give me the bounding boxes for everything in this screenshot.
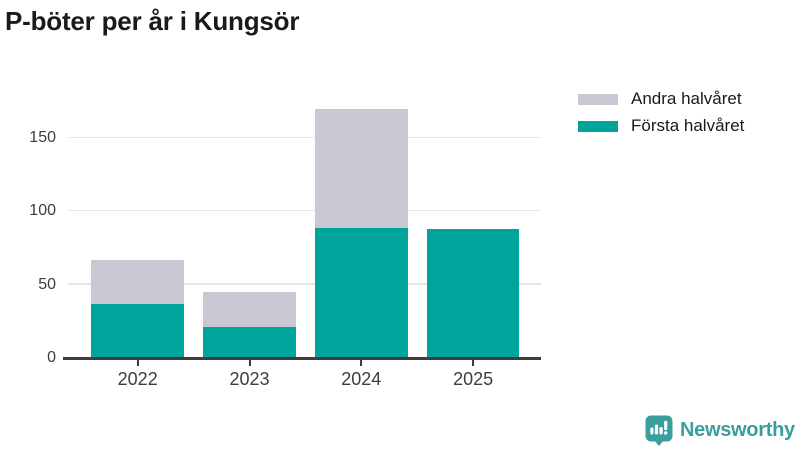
legend: Andra halvåret Första halvåret (578, 88, 744, 142)
newsworthy-logo[interactable]: Newsworthy (645, 414, 795, 446)
legend-label-andra-halvaret: Andra halvåret (631, 89, 742, 108)
newsworthy-wordmark: Newsworthy (680, 419, 795, 441)
bar-2023-f-rsta-halv-ret (203, 327, 296, 358)
bar-2025-f-rsta-halv-ret (426, 229, 520, 358)
y-axis-labels: 0 50 100 150 (0, 100, 56, 366)
x-tick-label-2022: 2022 (117, 369, 158, 389)
bar-2023-andra-halv-ret (203, 292, 296, 328)
legend-item-andra-halvaret: Andra halvåret (578, 88, 744, 110)
x-tick-2024 (360, 360, 363, 366)
legend-swatch-forsta-halvaret (578, 120, 618, 132)
bar-2024-f-rsta-halv-ret (315, 227, 408, 358)
legend-label-forsta-halvaret: Första halvåret (631, 116, 745, 135)
bar-2024-andra-halv-ret (315, 108, 408, 228)
x-axis-labels: 2022 2023 2024 2025 (63, 360, 541, 400)
legend-item-forsta-halvaret: Första halvåret (578, 115, 744, 137)
x-axis-line (63, 357, 541, 360)
gridline-50 (68, 283, 541, 285)
y-tick-label-150: 150 (29, 129, 56, 147)
gridline-150 (68, 136, 541, 139)
bar-2022-andra-halv-ret (91, 259, 184, 304)
x-tick-2025 (472, 360, 475, 366)
x-tick-label-2025: 2025 (453, 369, 494, 389)
y-tick-label-100: 100 (29, 202, 56, 220)
gridline-100 (68, 209, 541, 212)
x-tick-label-2024: 2024 (341, 369, 382, 389)
y-tick-label-0: 0 (47, 349, 56, 366)
bar-2022-f-rsta-halv-ret (91, 303, 184, 358)
plot-area (63, 100, 541, 358)
x-tick-2022 (136, 360, 139, 366)
legend-swatch-andra-halvaret (578, 93, 618, 105)
chart-title: P-böter per år i Kungsör (5, 6, 300, 36)
newsworthy-speech-bubble-chart-icon (645, 415, 673, 446)
x-tick-2023 (248, 360, 251, 366)
x-tick-label-2023: 2023 (229, 369, 270, 389)
y-tick-label-50: 50 (38, 275, 56, 293)
